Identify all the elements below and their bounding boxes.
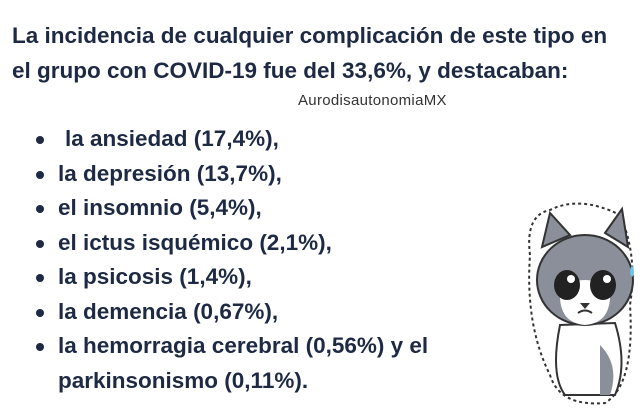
cat-illustration xyxy=(528,202,634,405)
list-item: la hemorragia cerebral (0,56%) y el park… xyxy=(36,329,506,398)
item-text: la psicosis (1,4%), xyxy=(58,264,252,289)
list-item: la ansiedad (17,4%), xyxy=(36,122,506,157)
list-item: el ictus isquémico (2,1%), xyxy=(36,226,506,261)
intro-paragraph: La incidencia de cualquier complicación … xyxy=(12,23,608,83)
item-text: la demencia (0,67%), xyxy=(58,298,279,324)
list-item: la psicosis (1,4%), xyxy=(36,260,506,295)
item-text: la ansiedad (17,4%), xyxy=(65,126,279,151)
complication-list: la ansiedad (17,4%), la depresión (13,7%)… xyxy=(36,122,506,398)
item-text: el ictus isquémico (2,1%), xyxy=(58,229,332,255)
list-item: el insomnio (5,4%), xyxy=(36,191,506,226)
list-item: la depresión (13,7%), xyxy=(36,157,506,192)
watermark: AurodisautonomiaMX xyxy=(298,92,447,109)
item-text: la hemorragia cerebral (0,56%) y el park… xyxy=(58,333,429,393)
item-text: la depresión (13,7%), xyxy=(58,160,282,186)
item-text: el insomnio (5,4%), xyxy=(58,195,262,220)
list-item: la demencia (0,67%), xyxy=(36,295,506,330)
